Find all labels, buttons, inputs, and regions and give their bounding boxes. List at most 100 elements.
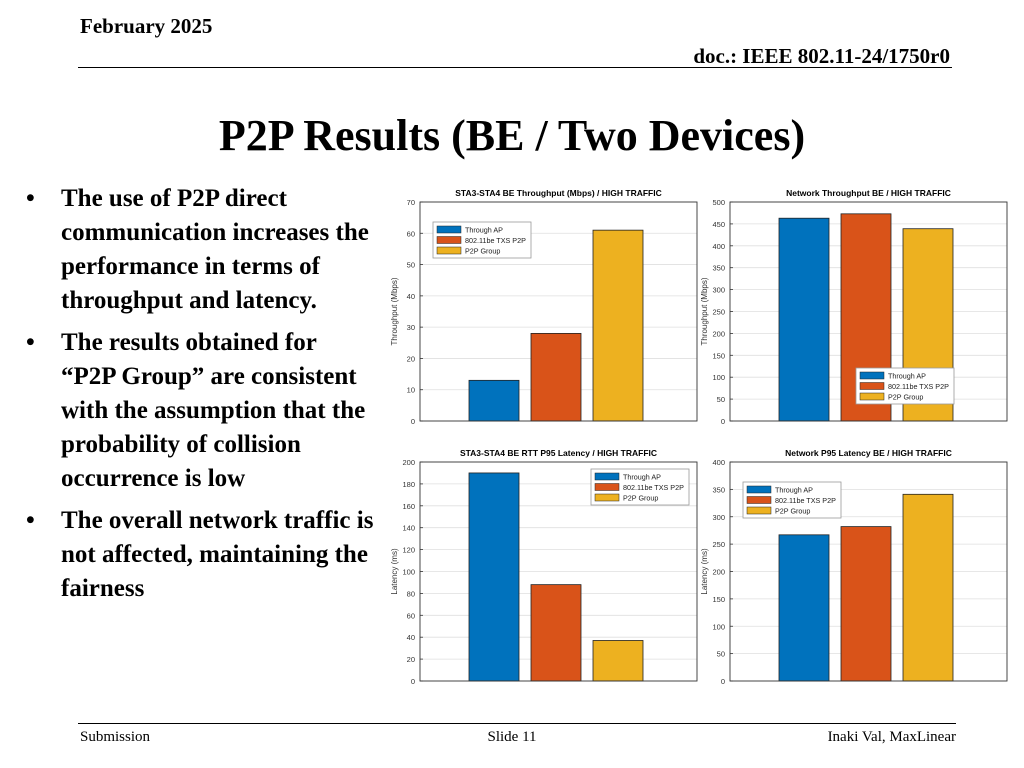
bar-2 bbox=[592, 640, 644, 682]
y-tick-label: 160 bbox=[402, 502, 415, 511]
y-tick-label: 20 bbox=[407, 655, 415, 664]
y-tick-label: 0 bbox=[721, 417, 725, 426]
y-tick-label: 400 bbox=[712, 458, 725, 467]
legend-swatch-1 bbox=[746, 496, 772, 504]
bar-1 bbox=[530, 332, 582, 422]
y-tick-label: 250 bbox=[712, 540, 725, 549]
y-axis-label: Latency (ms) bbox=[700, 548, 709, 595]
legend-swatch-0 bbox=[746, 485, 772, 494]
legend-label-1: 802.11be TXS P2P bbox=[465, 236, 526, 245]
y-tick-label: 350 bbox=[712, 264, 725, 273]
y-axis-label: Throughput (Mbps) bbox=[700, 277, 709, 345]
plot-frame bbox=[419, 201, 698, 422]
bullet-dot-icon: • bbox=[26, 507, 35, 534]
chart-title: STA3-STA4 BE Throughput (Mbps) / HIGH TR… bbox=[455, 188, 662, 198]
y-tick-label: 150 bbox=[712, 351, 725, 360]
plot-frame bbox=[729, 461, 1008, 682]
y-tick-label: 100 bbox=[712, 622, 725, 631]
y-tick-label: 50 bbox=[717, 650, 725, 659]
chart-sta-latency: STA3-STA4 BE RTT P95 Latency / HIGH TRAF… bbox=[383, 444, 703, 699]
chart-svg: Network P95 Latency BE / HIGH TRAFFIC 0 50… bbox=[700, 448, 1008, 686]
chart-title: Network Throughput BE / HIGH TRAFFIC bbox=[786, 188, 951, 198]
legend-swatch-1 bbox=[436, 236, 462, 244]
y-tick-label: 200 bbox=[712, 568, 725, 577]
y-tick-label: 100 bbox=[712, 373, 725, 382]
legend-swatch-2 bbox=[594, 493, 620, 502]
y-tick-label: 200 bbox=[712, 329, 725, 338]
chart-network-latency: Network P95 Latency BE / HIGH TRAFFIC 0 50… bbox=[693, 444, 1013, 699]
y-tick-label: 400 bbox=[712, 242, 725, 251]
y-tick-label: 300 bbox=[712, 286, 725, 295]
chart-sta-throughput: STA3-STA4 BE Throughput (Mbps) / HIGH TR… bbox=[383, 184, 703, 439]
legend-swatch-2 bbox=[436, 246, 462, 255]
footer-author: Inaki Val, MaxLinear bbox=[827, 729, 956, 745]
y-tick-label: 200 bbox=[402, 458, 415, 467]
y-tick-label: 250 bbox=[712, 308, 725, 317]
legend-label-2: P2P Group bbox=[623, 494, 658, 503]
legend-swatch-2 bbox=[746, 506, 772, 515]
y-tick-label: 140 bbox=[402, 524, 415, 533]
y-tick-label: 70 bbox=[407, 198, 415, 207]
bar-0 bbox=[778, 534, 830, 682]
y-tick-label: 180 bbox=[402, 480, 415, 489]
legend-swatch-2 bbox=[859, 392, 885, 401]
header-date: February 2025 bbox=[80, 14, 213, 38]
legend-swatch-1 bbox=[594, 483, 620, 491]
bullet-item: • The results obtained for “P2P Group” ar… bbox=[20, 326, 375, 496]
y-tick-label: 60 bbox=[407, 229, 415, 238]
legend-label-0: Through AP bbox=[465, 226, 503, 235]
bar-1 bbox=[530, 584, 582, 682]
bar-1 bbox=[840, 526, 892, 682]
bullet-text: The use of P2P direct communication incr… bbox=[61, 185, 369, 314]
legend-swatch-0 bbox=[594, 472, 620, 481]
y-tick-label: 10 bbox=[407, 386, 415, 395]
y-tick-label: 120 bbox=[402, 546, 415, 555]
slide-title: P2P Results (BE / Two Devices) bbox=[218, 111, 806, 160]
plot-frame bbox=[729, 201, 1008, 422]
legend-swatch-0 bbox=[436, 225, 462, 234]
bullet-item: • The use of P2P direct communication inc… bbox=[20, 182, 375, 318]
legend-label-0: Through AP bbox=[775, 486, 813, 495]
y-axis-label: Throughput (Mbps) bbox=[390, 277, 399, 345]
y-tick-label: 100 bbox=[402, 568, 415, 577]
legend-swatch-0 bbox=[859, 371, 885, 380]
legend-label-1: 802.11be TXS P2P bbox=[775, 496, 836, 505]
chart-svg: STA3-STA4 BE Throughput (Mbps) / HIGH TR… bbox=[390, 188, 698, 426]
y-tick-label: 150 bbox=[712, 595, 725, 604]
y-tick-label: 500 bbox=[712, 198, 725, 207]
legend-label-0: Through AP bbox=[888, 372, 926, 381]
y-tick-label: 350 bbox=[712, 485, 725, 494]
legend-label-2: P2P Group bbox=[465, 247, 500, 256]
legend-swatch-1 bbox=[859, 382, 885, 390]
bar-2 bbox=[592, 229, 644, 422]
legend-label-1: 802.11be TXS P2P bbox=[623, 483, 684, 492]
y-tick-label: 0 bbox=[411, 677, 415, 686]
chart-svg: Network Throughput BE / HIGH TRAFFIC 0 50 1… bbox=[700, 188, 1008, 426]
chart-network-throughput: Network Throughput BE / HIGH TRAFFIC 0 50 1… bbox=[693, 184, 1013, 439]
y-tick-label: 450 bbox=[712, 220, 725, 229]
bullet-item: • The overall network traffic is not affe… bbox=[20, 504, 375, 606]
bar-2 bbox=[902, 493, 954, 682]
y-axis-label: Latency (ms) bbox=[390, 548, 399, 595]
y-tick-label: 0 bbox=[721, 677, 725, 686]
y-tick-label: 80 bbox=[407, 589, 415, 598]
bullet-text: The results obtained for “P2P Group” are… bbox=[61, 329, 366, 492]
plot-frame bbox=[419, 461, 698, 682]
y-tick-label: 60 bbox=[407, 611, 415, 620]
y-tick-label: 20 bbox=[407, 354, 415, 363]
bar-0 bbox=[468, 379, 520, 422]
footer-divider bbox=[78, 723, 956, 724]
bullet-dot-icon: • bbox=[26, 185, 35, 212]
bullet-dot-icon: • bbox=[26, 329, 35, 356]
header-doc-id: doc.: IEEE 802.11-24/1750r0 bbox=[693, 44, 950, 68]
legend-label-1: 802.11be TXS P2P bbox=[888, 382, 949, 391]
y-tick-label: 300 bbox=[712, 513, 725, 522]
y-tick-label: 30 bbox=[407, 323, 415, 332]
y-tick-label: 50 bbox=[717, 395, 725, 404]
chart-title: Network P95 Latency BE / HIGH TRAFFIC bbox=[785, 448, 952, 458]
bullet-list: • The use of P2P direct communication inc… bbox=[20, 182, 375, 614]
